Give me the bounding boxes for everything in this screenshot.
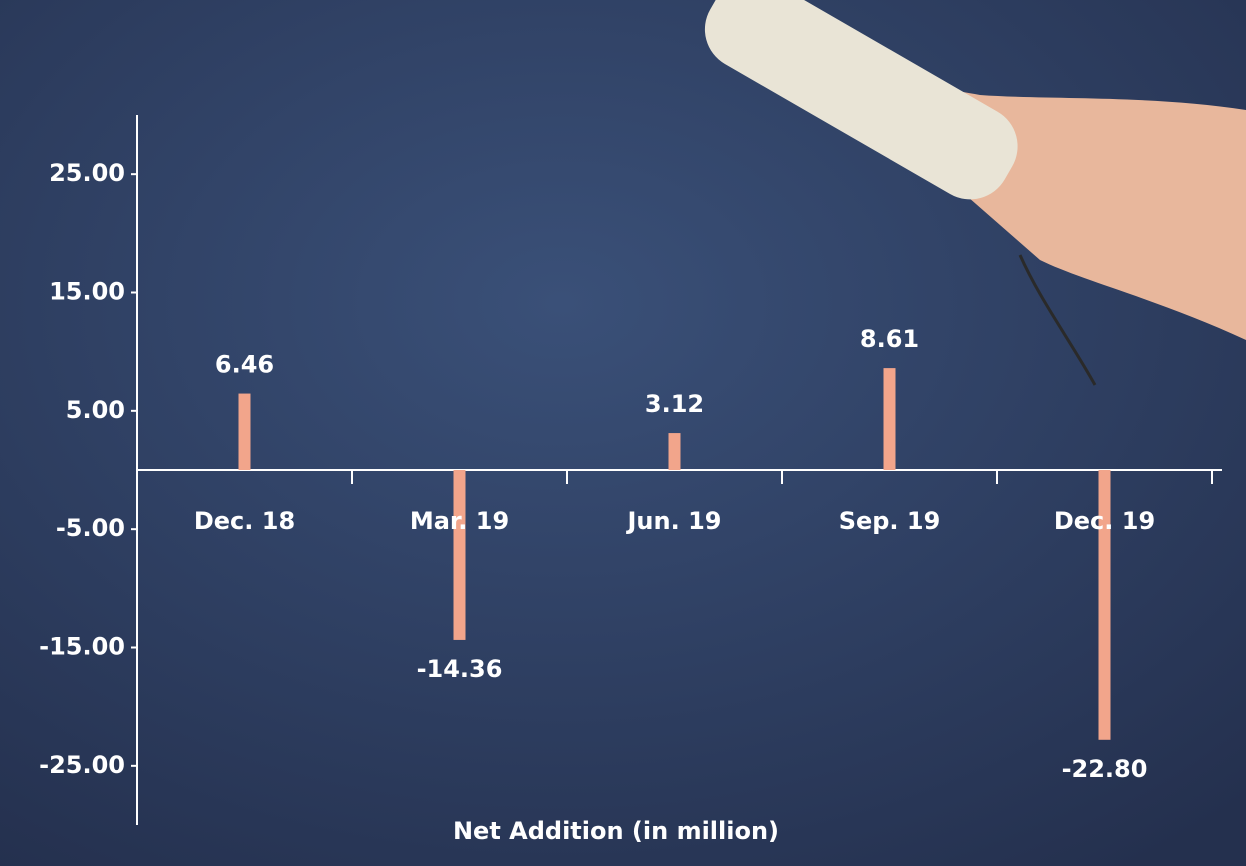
bar bbox=[454, 470, 466, 640]
x-tick-label: Mar. 19 bbox=[410, 507, 509, 535]
value-label: 3.12 bbox=[645, 390, 704, 418]
x-tick-label: Dec. 19 bbox=[1054, 507, 1155, 535]
y-tick-label: 5.00 bbox=[66, 396, 125, 424]
y-tick-label: -5.00 bbox=[56, 514, 125, 542]
bar bbox=[239, 394, 251, 470]
value-label: 8.61 bbox=[860, 325, 919, 353]
value-label: 6.46 bbox=[215, 351, 274, 379]
x-tick-label: Sep. 19 bbox=[839, 507, 941, 535]
bar bbox=[884, 368, 896, 470]
value-label: -14.36 bbox=[417, 655, 503, 683]
value-label: -22.80 bbox=[1062, 755, 1148, 783]
y-tick-label: 15.00 bbox=[49, 278, 125, 306]
bar bbox=[669, 433, 681, 470]
y-tick-label: 25.00 bbox=[49, 159, 125, 187]
chart: Net Addition (in million) 25.00 15.00 5.00… bbox=[0, 0, 1246, 866]
y-tick-label: -25.00 bbox=[39, 751, 125, 779]
x-tick-label: Dec. 18 bbox=[194, 507, 295, 535]
page: Net Addition (in million) 25.00 15.00 5.00… bbox=[0, 0, 1246, 866]
x-axis-label: Net Addition (in million) bbox=[453, 817, 779, 845]
y-tick-label: -15.00 bbox=[39, 633, 125, 661]
x-tick-label: Jun. 19 bbox=[626, 507, 722, 535]
